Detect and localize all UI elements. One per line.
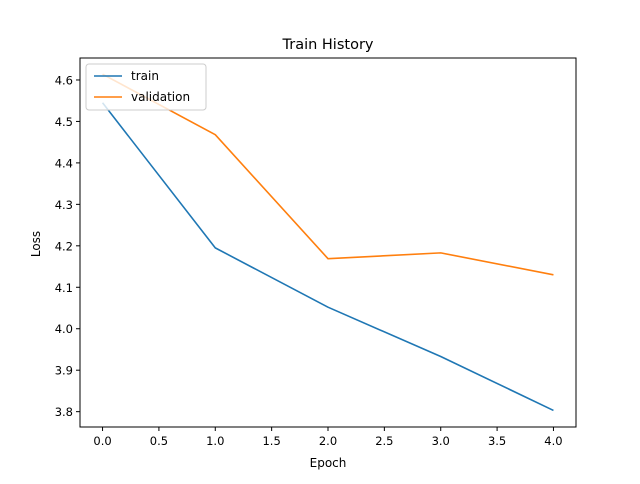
axis-ticks: 0.0 0.5 1.0 1.5 2.0 2.5 3.0 3.5 4.0 3.8 3.9 4.0 4.1 4… bbox=[55, 73, 563, 448]
x-tick-label: 0.5 bbox=[150, 434, 168, 448]
legend: train validation bbox=[85, 63, 207, 111]
x-tick-label: 1.5 bbox=[262, 434, 280, 448]
plot-area-frame bbox=[79, 57, 577, 428]
y-tick-label: 3.9 bbox=[55, 364, 73, 378]
x-tick-label: 2.0 bbox=[319, 434, 337, 448]
series-lines bbox=[101, 73, 554, 412]
series-line-train bbox=[101, 102, 554, 412]
y-tick-label: 4.1 bbox=[55, 281, 73, 295]
series-line-validation bbox=[102, 73, 554, 276]
y-tick-label: 4.2 bbox=[55, 239, 73, 253]
y-tick-label: 3.8 bbox=[55, 405, 73, 419]
x-tick-label: 3.5 bbox=[488, 434, 506, 448]
x-tick-label: 4.0 bbox=[544, 434, 562, 448]
y-axis-label: Loss bbox=[29, 231, 43, 257]
x-tick-label: 0.0 bbox=[93, 434, 111, 448]
y-tick-label: 4.0 bbox=[55, 322, 73, 336]
y-tick-label: 4.3 bbox=[55, 198, 73, 212]
y-tick-label: 4.6 bbox=[55, 73, 73, 87]
chart-title: Train History bbox=[282, 37, 374, 53]
x-tick-label: 2.5 bbox=[375, 434, 393, 448]
legend-label-validation: validation bbox=[131, 90, 190, 104]
x-axis-label: Epoch bbox=[310, 456, 347, 470]
x-tick-label: 3.0 bbox=[432, 434, 450, 448]
x-tick-label: 1.0 bbox=[206, 434, 224, 448]
y-tick-label: 4.4 bbox=[55, 156, 73, 170]
y-tick-label: 4.5 bbox=[55, 115, 73, 129]
legend-label-train: train bbox=[131, 69, 159, 83]
